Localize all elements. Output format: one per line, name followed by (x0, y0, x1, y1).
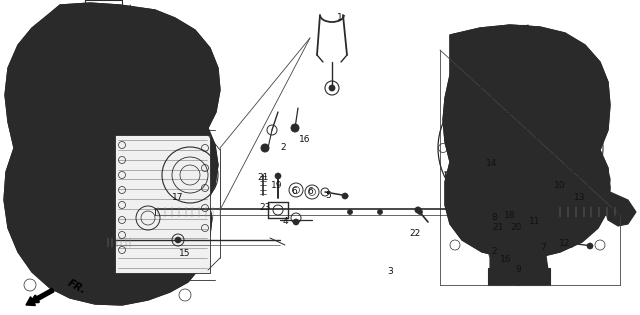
Circle shape (557, 245, 563, 251)
Text: 6: 6 (291, 187, 297, 197)
Polygon shape (488, 268, 550, 285)
Text: 4: 4 (282, 217, 288, 226)
Circle shape (293, 219, 299, 225)
Text: 5: 5 (325, 191, 331, 199)
Circle shape (261, 144, 269, 152)
Circle shape (415, 207, 421, 213)
Polygon shape (490, 248, 548, 270)
Bar (115, 135, 210, 273)
Text: 18: 18 (504, 210, 516, 220)
Circle shape (175, 237, 181, 243)
FancyArrow shape (26, 288, 54, 306)
Text: 2: 2 (280, 144, 286, 152)
Text: 9: 9 (515, 266, 521, 274)
Circle shape (291, 124, 299, 132)
Text: 16: 16 (300, 135, 311, 145)
Circle shape (417, 209, 422, 215)
Text: 21: 21 (492, 224, 504, 232)
Text: 23: 23 (259, 203, 271, 211)
Text: 14: 14 (486, 158, 498, 168)
Text: 12: 12 (559, 238, 571, 248)
Circle shape (489, 229, 495, 235)
Circle shape (275, 173, 281, 179)
Circle shape (348, 209, 353, 215)
Circle shape (329, 85, 335, 91)
Circle shape (587, 243, 593, 249)
Text: 17: 17 (172, 193, 184, 203)
Text: 6: 6 (307, 187, 313, 197)
Text: 8: 8 (491, 214, 497, 222)
Text: 10: 10 (554, 180, 566, 190)
Polygon shape (605, 192, 636, 226)
Text: 2: 2 (491, 248, 497, 256)
Circle shape (488, 209, 493, 215)
Text: FR.: FR. (66, 278, 88, 296)
Circle shape (342, 193, 348, 199)
Circle shape (504, 261, 509, 266)
Text: 20: 20 (510, 224, 522, 232)
Polygon shape (4, 3, 220, 305)
Text: 3: 3 (387, 267, 393, 277)
Circle shape (447, 209, 452, 215)
Text: 16: 16 (500, 255, 512, 265)
Text: 1: 1 (337, 14, 343, 22)
Circle shape (378, 209, 383, 215)
Text: 19: 19 (271, 180, 283, 190)
Text: 7: 7 (540, 243, 546, 253)
Text: 11: 11 (529, 217, 541, 226)
Text: 21: 21 (257, 174, 269, 182)
Polygon shape (443, 25, 610, 258)
Text: 13: 13 (574, 193, 586, 203)
Text: 22: 22 (410, 228, 420, 238)
Text: 15: 15 (179, 249, 191, 257)
Circle shape (597, 177, 603, 183)
